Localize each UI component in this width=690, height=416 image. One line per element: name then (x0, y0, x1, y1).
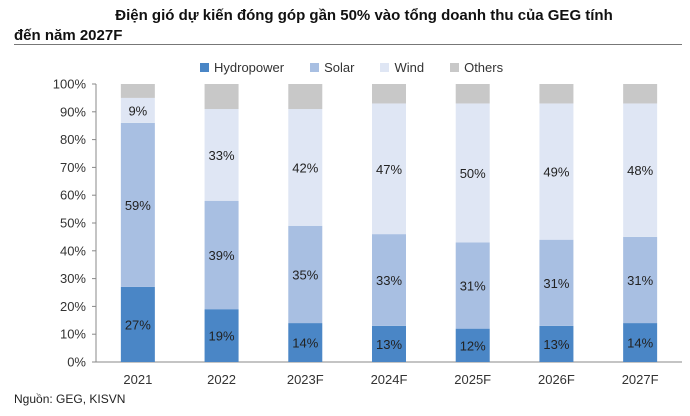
bar-segment-wind (372, 103, 406, 235)
data-label: 27% (125, 317, 151, 332)
bar-segment-others (623, 84, 658, 104)
bar-segment-wind (288, 109, 323, 226)
bar-segment-hydropower (372, 325, 406, 362)
legend-label-hydropower: Hydropower (214, 59, 285, 75)
data-label: 48% (627, 163, 653, 178)
bar-segment-wind (539, 103, 574, 240)
data-label: 35% (292, 267, 318, 282)
data-label: 42% (292, 160, 318, 175)
bar-segment-solar (455, 242, 490, 329)
legend-swatch-wind (380, 62, 390, 72)
chart-title-line-1: Điện gió dự kiến đóng góp gần 50% vào tổ… (115, 7, 613, 24)
legend-item-others: Others (450, 60, 503, 75)
y-tick-label: 60% (60, 188, 86, 203)
y-tick-label: 20% (60, 299, 86, 314)
y-tick-label: 70% (60, 160, 86, 175)
bar-segment-others (288, 84, 323, 110)
data-label: 13% (376, 337, 402, 352)
data-label: 33% (209, 148, 235, 163)
x-tick-label: 2024F (371, 372, 408, 387)
legend-swatch-others (450, 62, 460, 72)
chart-title: Điện gió dự kiến đóng góp gần 50% vào tổ… (14, 6, 674, 46)
bar-segment-wind (120, 97, 155, 123)
data-label: 49% (543, 165, 569, 180)
data-label: 31% (460, 279, 486, 294)
y-tick-label: 90% (60, 104, 86, 119)
bar-segment-wind (455, 103, 490, 243)
x-tick-label: 2026F (538, 372, 575, 387)
data-label: 31% (543, 276, 569, 291)
chart-title-line-2: đến năm 2027F (14, 27, 123, 44)
data-label: 50% (460, 166, 486, 181)
x-tick-label: 2021 (123, 372, 152, 387)
legend-item-wind: Wind (380, 60, 424, 75)
y-tick-label: 30% (60, 271, 86, 286)
x-tick-label: 2027F (622, 372, 659, 387)
data-label: 39% (209, 248, 235, 263)
bar-segment-solar (288, 225, 323, 324)
title-divider (14, 44, 682, 45)
y-tick-label: 40% (60, 243, 86, 258)
data-label: 47% (376, 162, 402, 177)
data-label: 19% (209, 329, 235, 344)
bar-segment-hydropower (539, 325, 574, 362)
bar-segment-hydropower (204, 309, 239, 362)
legend-item-solar: Solar (310, 60, 354, 75)
bar-segment-hydropower (455, 328, 490, 362)
legend-swatch-hydropower (200, 62, 209, 72)
bar-segment-hydropower (120, 286, 155, 362)
bar-segment-hydropower (288, 323, 323, 362)
bar-segment-others (120, 84, 155, 98)
bar-segment-others (372, 84, 406, 104)
bar-segment-others (455, 84, 490, 104)
bar-segment-wind (204, 109, 239, 201)
data-label: 9% (128, 103, 147, 118)
y-tick-label: 0% (67, 355, 86, 370)
legend-item-hydropower: Hydropower (200, 60, 284, 75)
x-tick-label: 2022 (207, 372, 236, 387)
data-label: 33% (376, 273, 402, 288)
bar-segment-solar (623, 236, 658, 324)
y-tick-label: 100% (53, 77, 87, 92)
bar-segment-hydropower (623, 323, 658, 362)
legend-label-wind: Wind (394, 59, 425, 75)
chart-legend: Hydropower Solar Wind Others (200, 58, 503, 76)
legend-swatch-solar (310, 62, 320, 72)
source-note: Nguồn: GEG, KISVN (14, 392, 126, 406)
bar-segment-solar (204, 200, 239, 310)
x-tick-label: 2025F (454, 372, 491, 387)
y-tick-label: 10% (60, 327, 86, 342)
legend-label-others: Others (464, 59, 504, 75)
x-tick-label: 2023F (287, 372, 324, 387)
bar-segment-others (204, 84, 239, 110)
bar-segment-solar (539, 239, 574, 326)
y-tick-label: 80% (60, 132, 86, 147)
data-label: 14% (627, 336, 653, 351)
y-tick-label: 50% (60, 216, 86, 231)
bar-segment-others (539, 84, 574, 104)
data-label: 13% (543, 337, 569, 352)
bar-segment-solar (120, 122, 155, 287)
data-label: 12% (460, 338, 486, 353)
data-label: 14% (292, 336, 318, 351)
bar-segment-solar (372, 234, 406, 326)
legend-label-solar: Solar (324, 59, 355, 75)
data-label: 31% (627, 273, 653, 288)
data-label: 59% (125, 198, 151, 213)
bar-segment-wind (623, 103, 658, 237)
